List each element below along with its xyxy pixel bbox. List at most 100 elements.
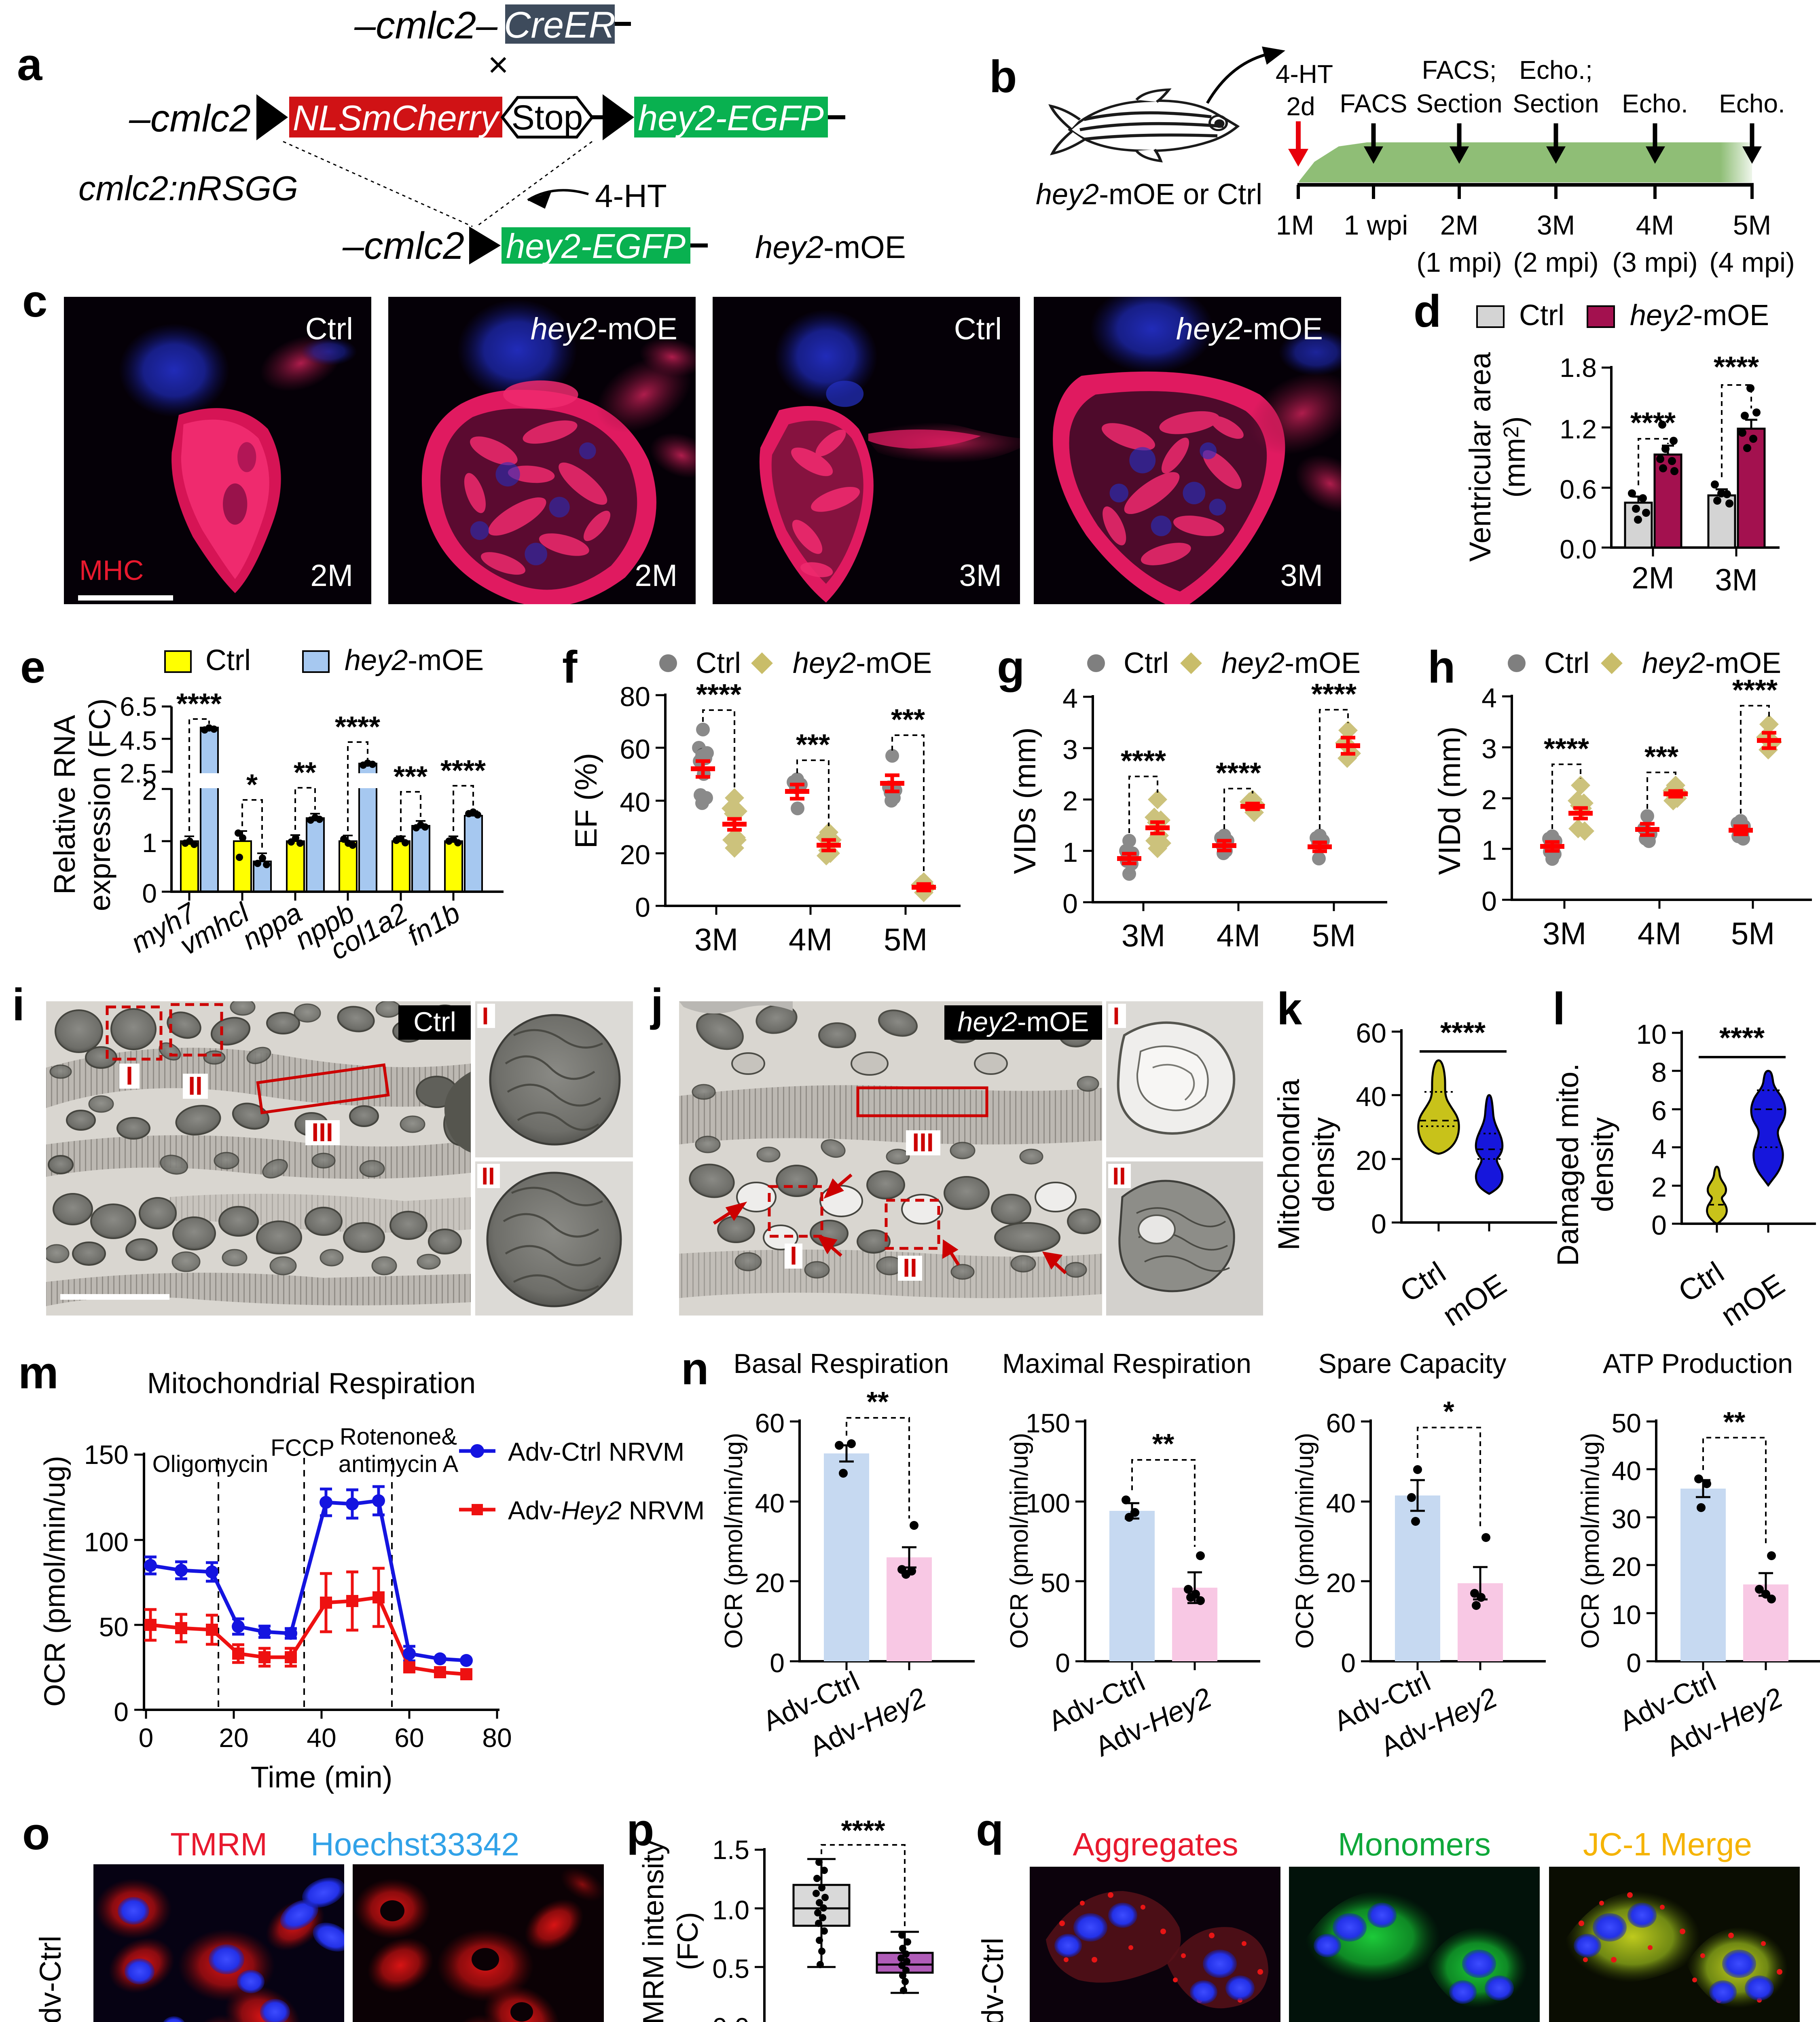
svg-text:40: 40	[620, 787, 650, 818]
svg-text:mOE: mOE	[1437, 1267, 1512, 1332]
svg-text:50: 50	[99, 1612, 129, 1642]
svg-text:III: III	[311, 1118, 333, 1147]
svg-text:****: ****	[1719, 1022, 1765, 1054]
svg-text:***: ***	[394, 761, 427, 793]
svg-text:4-HT: 4-HT	[595, 178, 667, 214]
svg-text:OCR (pmol/min/ug): OCR (pmol/min/ug)	[1577, 1433, 1604, 1649]
svg-text:***: ***	[796, 729, 830, 761]
svg-text:Ctrl: Ctrl	[1124, 647, 1169, 679]
svg-text:2: 2	[1651, 1172, 1667, 1203]
svg-text:20: 20	[219, 1723, 248, 1753]
svg-text:(mm2): (mm2)	[1498, 416, 1531, 498]
svg-text:(2 mpi): (2 mpi)	[1513, 247, 1599, 278]
svg-text:Relative RNA: Relative RNA	[48, 715, 81, 895]
svg-text:0.0: 0.0	[712, 2012, 749, 2022]
svg-text:hey2-mOE: hey2-mOE	[1176, 312, 1323, 346]
svg-text:4: 4	[1651, 1134, 1667, 1164]
svg-text:****: ****	[841, 1815, 886, 1846]
svg-text:Echo.: Echo.	[1622, 89, 1688, 118]
svg-text:40: 40	[1326, 1488, 1356, 1518]
svg-text:2: 2	[1062, 786, 1078, 816]
svg-text:30: 30	[1612, 1504, 1641, 1534]
svg-text:Mitochondrial Respiration: Mitochondrial Respiration	[147, 1367, 476, 1400]
svg-text:20: 20	[755, 1568, 785, 1598]
svg-text:FACS;: FACS;	[1422, 55, 1497, 85]
svg-text:Ctrl: Ctrl	[413, 1007, 456, 1037]
svg-text:Mitochondria: Mitochondria	[1274, 1079, 1306, 1250]
svg-text:TMRM: TMRM	[170, 1826, 267, 1862]
svg-text:**: **	[867, 1386, 889, 1417]
svg-text:0: 0	[1626, 1648, 1641, 1678]
svg-text:50: 50	[1612, 1408, 1641, 1438]
svg-text:*: *	[1443, 1396, 1454, 1427]
svg-text:Adv-Ctrl: Adv-Ctrl	[976, 1937, 1009, 2022]
svg-text:mOE: mOE	[1715, 1267, 1790, 1332]
svg-text:4.5: 4.5	[120, 725, 157, 755]
svg-text:VIDs (mm): VIDs (mm)	[1008, 727, 1042, 874]
svg-text:**: **	[1723, 1406, 1746, 1438]
svg-text:(3 mpi): (3 mpi)	[1612, 247, 1698, 278]
svg-text:0: 0	[770, 1648, 785, 1678]
svg-text:1M: 1M	[1276, 210, 1314, 241]
svg-text:****: ****	[1216, 757, 1261, 789]
svg-text:1.8: 1.8	[1560, 353, 1597, 383]
svg-text:Section: Section	[1513, 89, 1599, 118]
svg-text:Spare Capacity: Spare Capacity	[1318, 1348, 1507, 1379]
svg-text:Maximal Respiration: Maximal Respiration	[1002, 1348, 1251, 1379]
svg-text:60: 60	[620, 734, 650, 765]
svg-text:0: 0	[1651, 1210, 1667, 1241]
svg-text:EF (%): EF (%)	[569, 753, 603, 848]
svg-text:3M: 3M	[1543, 916, 1586, 951]
svg-text:×: ×	[488, 44, 508, 85]
svg-text:****: ****	[176, 688, 222, 720]
svg-text:**: **	[294, 757, 316, 789]
svg-text:150: 150	[84, 1440, 129, 1470]
svg-text:Oligomycin: Oligomycin	[152, 1451, 269, 1477]
svg-text:2M: 2M	[1632, 561, 1674, 595]
svg-text:****: ****	[1714, 351, 1759, 383]
svg-text:****: ****	[696, 679, 741, 711]
svg-text:4M: 4M	[1638, 916, 1681, 951]
svg-text:–cmlc2: –cmlc2	[129, 97, 251, 140]
svg-text:NLSmCherry: NLSmCherry	[293, 98, 501, 138]
svg-text:hey2-mOE: hey2-mOE	[1630, 299, 1769, 332]
svg-text:2M: 2M	[635, 558, 677, 593]
svg-text:100: 100	[1026, 1488, 1070, 1518]
svg-text:4: 4	[1481, 683, 1497, 713]
svg-text:Aggregates: Aggregates	[1073, 1826, 1238, 1862]
svg-text:JC-1 Merge: JC-1 Merge	[1583, 1826, 1752, 1862]
svg-text:60: 60	[394, 1723, 424, 1753]
svg-text:Ctrl: Ctrl	[1544, 647, 1589, 679]
svg-text:4-HT: 4-HT	[1276, 59, 1333, 89]
svg-text:****: ****	[1440, 1017, 1486, 1049]
svg-text:40: 40	[755, 1488, 785, 1518]
svg-text:FCCP: FCCP	[271, 1435, 334, 1461]
svg-text:0: 0	[1055, 1648, 1070, 1678]
svg-text:3M: 3M	[694, 922, 738, 957]
svg-text:hey2-mOE: hey2-mOE	[1221, 647, 1361, 679]
svg-text:1: 1	[142, 828, 157, 858]
svg-text:***: ***	[891, 704, 925, 736]
svg-text:5M: 5M	[1731, 916, 1775, 951]
svg-text:2d: 2d	[1286, 92, 1315, 121]
svg-text:Adv-Ctrl NRVM: Adv-Ctrl NRVM	[508, 1437, 684, 1466]
svg-text:***: ***	[1644, 741, 1678, 773]
svg-text:0.0: 0.0	[1560, 534, 1597, 564]
svg-text:5M: 5M	[1312, 918, 1356, 953]
svg-text:Ctrl: Ctrl	[1519, 299, 1564, 332]
svg-text:50: 50	[1041, 1568, 1070, 1598]
svg-text:0: 0	[114, 1697, 129, 1727]
svg-text:0: 0	[1371, 1209, 1386, 1239]
svg-text:3: 3	[1062, 734, 1078, 765]
svg-text:hey2-mOE: hey2-mOE	[1642, 647, 1781, 679]
svg-text:VIDd (mm): VIDd (mm)	[1433, 726, 1467, 875]
svg-text:60: 60	[1356, 1018, 1386, 1049]
svg-text:10: 10	[1636, 1019, 1667, 1050]
svg-text:(4 mpi): (4 mpi)	[1709, 247, 1795, 278]
svg-text:10: 10	[1612, 1600, 1641, 1630]
svg-text:0: 0	[1341, 1648, 1356, 1678]
svg-text:Ctrl: Ctrl	[696, 647, 741, 679]
svg-text:Adv-Ctrl: Adv-Ctrl	[34, 1935, 67, 2022]
svg-text:hey2-mOE: hey2-mOE	[345, 644, 484, 677]
svg-text:TMRM intensity: TMRM intensity	[637, 1840, 670, 2022]
